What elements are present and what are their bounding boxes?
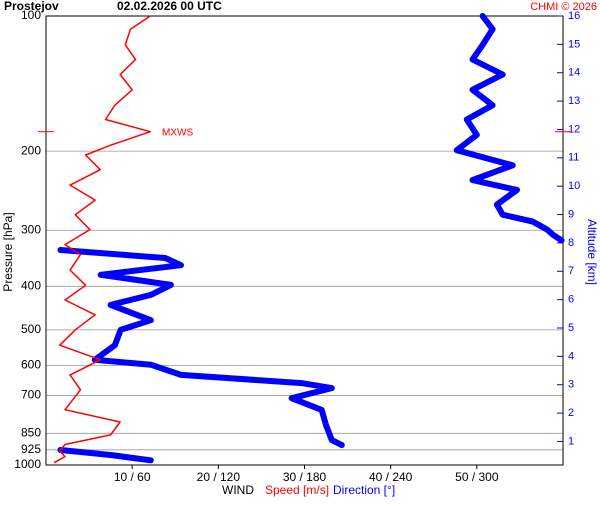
x-tick-label: 20 / 120 — [197, 470, 241, 484]
y-tick-label: 100 — [21, 8, 41, 22]
y-tick-label: 200 — [21, 143, 41, 157]
mxws-label: MXWS — [162, 127, 193, 138]
y2-tick-label: 4 — [568, 350, 574, 362]
x-tick-label: 30 / 180 — [283, 470, 327, 484]
y2-tick-label: 11 — [568, 152, 579, 164]
y2-tick-label: 12 — [568, 123, 580, 135]
y2-tick-label: 15 — [568, 38, 580, 50]
y-tick-label: 500 — [21, 322, 41, 336]
legend-entry: Direction [°] — [333, 483, 395, 497]
series-line — [53, 15, 152, 464]
x-tick-label: 50 / 300 — [455, 470, 499, 484]
chart-subtitle: 02.02.2026 00 UTC — [117, 0, 222, 13]
y2-tick-label: 5 — [568, 322, 574, 334]
legend-entry: Speed [m/s] — [265, 483, 329, 497]
y2-tick-label: 3 — [568, 379, 574, 391]
y2-tick-label: 10 — [568, 180, 580, 192]
y2-tick-label: 13 — [568, 95, 580, 107]
y2-tick-label: 7 — [568, 265, 574, 277]
y2-tick-label: 16 — [568, 10, 580, 22]
y-axis-label: Pressure [hPa] — [1, 212, 15, 291]
y-tick-label: 700 — [21, 388, 41, 402]
y-tick-label: 300 — [21, 222, 41, 236]
y2-tick-label: 1 — [568, 435, 574, 447]
y2-tick-label: 2 — [568, 407, 574, 419]
y2-tick-label: 9 — [568, 208, 574, 220]
y2-tick-label: 6 — [568, 294, 574, 306]
x-tick-label: 40 / 240 — [369, 470, 413, 484]
x-axis-label: WIND — [222, 483, 254, 497]
y2-tick-label: 14 — [568, 67, 580, 79]
y-tick-label: 400 — [21, 278, 41, 292]
series-line — [57, 13, 565, 464]
y2-axis-label: Altitude [km] — [585, 219, 599, 285]
y-tick-label: 925 — [21, 442, 41, 456]
y-tick-label: 600 — [21, 358, 41, 372]
chart-title: Prostejov — [4, 0, 59, 13]
credit: CHMI © 2026 — [530, 1, 597, 13]
x-tick-label: 10 / 60 — [114, 470, 151, 484]
y-tick-label: 850 — [21, 425, 41, 439]
y-tick-label: 1000 — [14, 457, 41, 471]
y2-tick-label: 8 — [568, 237, 574, 249]
